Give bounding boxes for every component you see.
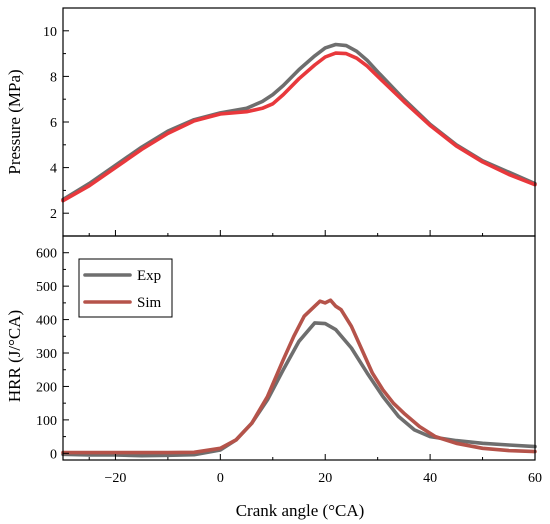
- pressure-ytick-label: 10: [43, 25, 57, 40]
- pressure-panel: 2 4 6 8 10: [43, 7, 537, 237]
- hrr-ytick-label: 100: [36, 414, 57, 429]
- hrr-xtick-label: 40: [423, 471, 437, 486]
- hrr-xtick-label: 60: [528, 471, 542, 486]
- pressure-axis-label: Pressure (MPa): [5, 69, 24, 174]
- hrr-ytick-label: 0: [50, 447, 57, 462]
- hrr-plot-frame: [62, 235, 536, 461]
- crank-angle-axis-label: Crank angle (°CA): [236, 501, 365, 520]
- pressure-ytick-label: 6: [50, 116, 57, 131]
- hrr-panel: 0 100 200 300 400 500 600 −20 0 20 40 60: [36, 235, 542, 486]
- pressure-ytick-label: 2: [50, 207, 57, 222]
- hrr-xtick-label: 0: [217, 471, 224, 486]
- hrr-ytick-label: 500: [36, 280, 57, 295]
- pressure-ytick-label: 8: [50, 70, 57, 85]
- pressure-series-sim: [61, 51, 537, 203]
- legend-label-exp: Exp: [137, 268, 161, 284]
- hrr-ytick-label: 600: [36, 247, 57, 262]
- hrr-ytick-label: 200: [36, 380, 57, 395]
- hrr-series-exp: [61, 321, 537, 458]
- pressure-ytick-label: 4: [50, 162, 57, 177]
- hrr-xtick-label: 20: [318, 471, 332, 486]
- pressure-series-exp: [61, 42, 537, 202]
- pressure-plot-frame: [62, 7, 536, 237]
- hrr-series-sim: [61, 298, 537, 455]
- legend: Exp Sim: [78, 258, 173, 318]
- hrr-xtick-label: −20: [104, 471, 126, 486]
- legend-box: [78, 258, 173, 318]
- hrr-ytick-label: 300: [36, 347, 57, 362]
- legend-label-sim: Sim: [137, 295, 162, 311]
- hrr-axis-label: HRR (J/°CA): [5, 310, 24, 402]
- hrr-ytick-label: 400: [36, 314, 57, 329]
